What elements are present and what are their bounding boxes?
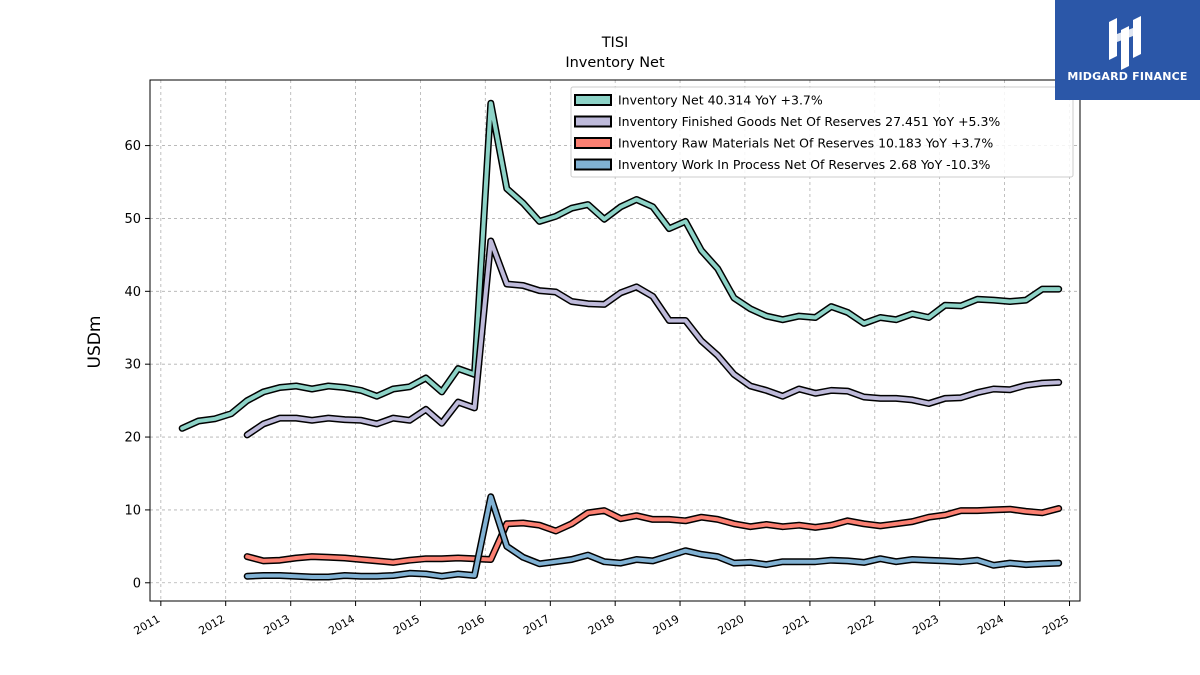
- x-tick-label: 2021: [781, 612, 812, 637]
- y-tick-label: 30: [124, 358, 141, 373]
- series-line-3: [245, 494, 1061, 579]
- x-tick-label: 2020: [716, 612, 747, 637]
- legend-label: Inventory Finished Goods Net Of Reserves…: [618, 114, 1000, 129]
- legend-swatch: [574, 115, 612, 128]
- legend-label: Inventory Work In Process Net Of Reserve…: [618, 157, 991, 172]
- series-outline-3: [243, 493, 1063, 581]
- series-layer: [178, 99, 1063, 581]
- x-tick-label: 2024: [975, 612, 1006, 637]
- y-tick-label: 50: [124, 212, 141, 227]
- x-tick-label: 2015: [391, 612, 422, 637]
- series-line-1: [245, 239, 1061, 437]
- legend-label: Inventory Raw Materials Net Of Reserves …: [618, 136, 993, 151]
- legend-swatch: [574, 158, 612, 171]
- y-axis-label: USDm: [85, 316, 105, 369]
- x-tick-label: 2012: [196, 612, 227, 637]
- series-line-2: [245, 506, 1061, 565]
- chart-title: TISI: [601, 35, 629, 51]
- series-outline-1: [243, 237, 1063, 439]
- series-line-0: [180, 101, 1061, 431]
- x-tick-label: 2022: [846, 612, 877, 637]
- y-tick-label: 60: [124, 139, 141, 154]
- legend-box: [570, 86, 1074, 178]
- legend-label: Inventory Net 40.314 YoY +3.7%: [618, 93, 823, 108]
- x-tick-label: 2019: [651, 612, 682, 637]
- x-tick-label: 2018: [586, 612, 617, 637]
- chart-subtitle: Inventory Net: [565, 55, 665, 71]
- x-tick-label: 2013: [261, 612, 292, 637]
- brand-logo: MIDGARD FINANCE: [1055, 0, 1200, 100]
- legend-swatch: [574, 137, 612, 149]
- x-tick-label: 2014: [326, 612, 357, 637]
- y-tick-label: 20: [124, 431, 141, 446]
- x-tick-label: 2025: [1040, 612, 1071, 637]
- y-tick-label: 10: [124, 503, 141, 518]
- legend: Inventory Net 40.314 YoY +3.7% Inventory …: [570, 86, 1074, 178]
- x-tick-label: 2011: [132, 612, 163, 637]
- x-tick-label: 2023: [910, 612, 941, 637]
- y-tick-label: 40: [124, 285, 141, 300]
- y-tick-label: 0: [133, 576, 141, 591]
- x-tick-label: 2016: [456, 612, 487, 637]
- brand-name: MIDGARD FINANCE: [1067, 70, 1188, 83]
- midgard-logo-icon: [1109, 16, 1141, 70]
- x-tick-label: 2017: [521, 612, 552, 637]
- legend-swatch: [574, 94, 612, 106]
